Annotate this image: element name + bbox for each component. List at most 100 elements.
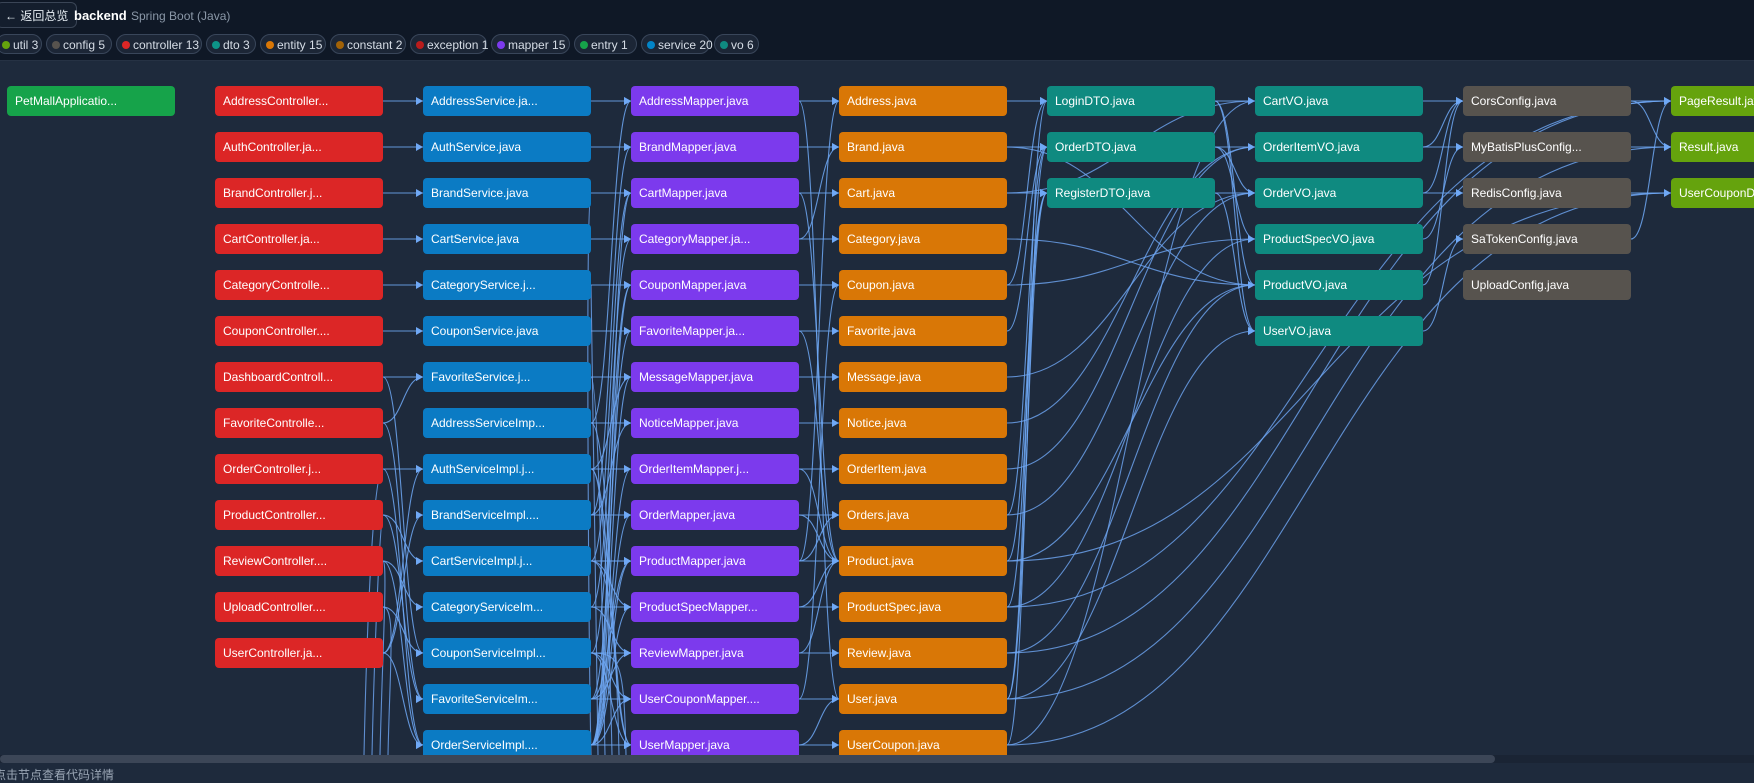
legend-color-dot bbox=[580, 41, 588, 49]
dependency-edge bbox=[1214, 146, 1256, 240]
service-node[interactable]: OrderServiceImpl.... bbox=[423, 730, 591, 755]
entry-node[interactable]: PetMallApplicatio... bbox=[7, 86, 175, 116]
mapper-node[interactable]: CartMapper.java bbox=[631, 178, 799, 208]
edge-arrowhead bbox=[624, 281, 631, 289]
entity-node[interactable]: UserCoupon.java bbox=[839, 730, 1007, 755]
controller-node[interactable]: ProductController... bbox=[215, 500, 383, 530]
mapper-node[interactable]: FavoriteMapper.ja... bbox=[631, 316, 799, 346]
entity-node[interactable]: Orders.java bbox=[839, 500, 1007, 530]
dto-node[interactable]: LoginDTO.java bbox=[1047, 86, 1215, 116]
controller-node[interactable]: FavoriteControlle... bbox=[215, 408, 383, 438]
service-node[interactable]: AuthService.java bbox=[423, 132, 591, 162]
mapper-node[interactable]: CategoryMapper.ja... bbox=[631, 224, 799, 254]
legend-chip[interactable]: vo 6 bbox=[714, 34, 759, 54]
vo-node[interactable]: UserVO.java bbox=[1255, 316, 1423, 346]
service-node[interactable]: CartServiceImpl.j... bbox=[423, 546, 591, 576]
service-node[interactable]: CouponService.java bbox=[423, 316, 591, 346]
dependency-edge bbox=[1006, 100, 1048, 286]
service-node[interactable]: AddressServiceImp... bbox=[423, 408, 591, 438]
mapper-node[interactable]: NoticeMapper.java bbox=[631, 408, 799, 438]
mapper-node[interactable]: MessageMapper.java bbox=[631, 362, 799, 392]
entity-node[interactable]: OrderItem.java bbox=[839, 454, 1007, 484]
legend-chip[interactable]: controller 13 bbox=[116, 34, 202, 54]
config-node[interactable]: SaTokenConfig.java bbox=[1463, 224, 1631, 254]
controller-node[interactable]: OrderController.j... bbox=[215, 454, 383, 484]
legend-chip[interactable]: exception 1 bbox=[410, 34, 488, 54]
dto-node[interactable]: RegisterDTO.java bbox=[1047, 178, 1215, 208]
legend-chip[interactable]: config 5 bbox=[46, 34, 112, 54]
config-node[interactable]: CorsConfig.java bbox=[1463, 86, 1631, 116]
mapper-node[interactable]: OrderMapper.java bbox=[631, 500, 799, 530]
service-node[interactable]: BrandServiceImpl.... bbox=[423, 500, 591, 530]
legend-chip[interactable]: entity 15 bbox=[260, 34, 326, 54]
edge-arrowhead bbox=[416, 97, 423, 105]
mapper-node[interactable]: ProductSpecMapper... bbox=[631, 592, 799, 622]
controller-node[interactable]: CategoryControlle... bbox=[215, 270, 383, 300]
service-node[interactable]: FavoriteService.j... bbox=[423, 362, 591, 392]
controller-node[interactable]: ReviewController.... bbox=[215, 546, 383, 576]
util-node[interactable]: PageResult.java bbox=[1671, 86, 1754, 116]
entity-node[interactable]: Favorite.java bbox=[839, 316, 1007, 346]
entity-node[interactable]: ProductSpec.java bbox=[839, 592, 1007, 622]
service-node[interactable]: AuthServiceImpl.j... bbox=[423, 454, 591, 484]
entity-node[interactable]: Cart.java bbox=[839, 178, 1007, 208]
edge-arrowhead bbox=[624, 649, 631, 657]
config-node[interactable]: UploadConfig.java bbox=[1463, 270, 1631, 300]
legend-chip[interactable]: util 3 bbox=[0, 34, 42, 54]
controller-node[interactable]: UploadController.... bbox=[215, 592, 383, 622]
util-node[interactable]: UserCouponDTO.java bbox=[1671, 178, 1754, 208]
controller-node[interactable]: DashboardControll... bbox=[215, 362, 383, 392]
entity-node[interactable]: Address.java bbox=[839, 86, 1007, 116]
service-node[interactable]: CouponServiceImpl... bbox=[423, 638, 591, 668]
vo-node[interactable]: ProductSpecVO.java bbox=[1255, 224, 1423, 254]
mapper-node[interactable]: BrandMapper.java bbox=[631, 132, 799, 162]
controller-node[interactable]: AddressController... bbox=[215, 86, 383, 116]
legend-chip[interactable]: mapper 15 bbox=[491, 34, 570, 54]
back-to-overview-button[interactable]: ← 返回总览 bbox=[0, 2, 78, 28]
mapper-node[interactable]: ReviewMapper.java bbox=[631, 638, 799, 668]
mapper-node[interactable]: ProductMapper.java bbox=[631, 546, 799, 576]
mapper-node[interactable]: CouponMapper.java bbox=[631, 270, 799, 300]
legend-label: constant 2 bbox=[347, 38, 403, 52]
controller-node[interactable]: AuthController.ja... bbox=[215, 132, 383, 162]
entity-node[interactable]: Category.java bbox=[839, 224, 1007, 254]
controller-node[interactable]: CouponController.... bbox=[215, 316, 383, 346]
controller-node[interactable]: BrandController.j... bbox=[215, 178, 383, 208]
vo-node[interactable]: OrderItemVO.java bbox=[1255, 132, 1423, 162]
service-node[interactable]: CartService.java bbox=[423, 224, 591, 254]
util-node[interactable]: Result.java bbox=[1671, 132, 1754, 162]
vo-node[interactable]: CartVO.java bbox=[1255, 86, 1423, 116]
horizontal-scrollbar-thumb[interactable] bbox=[0, 755, 1495, 763]
service-node[interactable]: BrandService.java bbox=[423, 178, 591, 208]
entity-node[interactable]: Product.java bbox=[839, 546, 1007, 576]
entity-node[interactable]: Message.java bbox=[839, 362, 1007, 392]
dependency-edge bbox=[382, 606, 392, 755]
config-node[interactable]: RedisConfig.java bbox=[1463, 178, 1631, 208]
legend-chip[interactable]: dto 3 bbox=[206, 34, 256, 54]
service-node[interactable]: AddressService.ja... bbox=[423, 86, 591, 116]
controller-node[interactable]: UserController.ja... bbox=[215, 638, 383, 668]
service-node[interactable]: CategoryService.j... bbox=[423, 270, 591, 300]
dependency-edge bbox=[1006, 100, 1672, 608]
mapper-node[interactable]: UserCouponMapper.... bbox=[631, 684, 799, 714]
dependency-edge bbox=[590, 422, 632, 516]
vo-node[interactable]: ProductVO.java bbox=[1255, 270, 1423, 300]
mapper-node[interactable]: OrderItemMapper.j... bbox=[631, 454, 799, 484]
dto-node[interactable]: OrderDTO.java bbox=[1047, 132, 1215, 162]
config-node[interactable]: MyBatisPlusConfig... bbox=[1463, 132, 1631, 162]
legend-chip[interactable]: service 20 bbox=[641, 34, 713, 54]
edge-arrowhead bbox=[832, 97, 839, 105]
service-node[interactable]: CategoryServiceIm... bbox=[423, 592, 591, 622]
entity-node[interactable]: User.java bbox=[839, 684, 1007, 714]
service-node[interactable]: FavoriteServiceIm... bbox=[423, 684, 591, 714]
mapper-node[interactable]: UserMapper.java bbox=[631, 730, 799, 755]
legend-chip[interactable]: entry 1 bbox=[574, 34, 637, 54]
entity-node[interactable]: Notice.java bbox=[839, 408, 1007, 438]
controller-node[interactable]: CartController.ja... bbox=[215, 224, 383, 254]
entity-node[interactable]: Coupon.java bbox=[839, 270, 1007, 300]
vo-node[interactable]: OrderVO.java bbox=[1255, 178, 1423, 208]
entity-node[interactable]: Review.java bbox=[839, 638, 1007, 668]
entity-node[interactable]: Brand.java bbox=[839, 132, 1007, 162]
legend-chip[interactable]: constant 2 bbox=[330, 34, 406, 54]
mapper-node[interactable]: AddressMapper.java bbox=[631, 86, 799, 116]
